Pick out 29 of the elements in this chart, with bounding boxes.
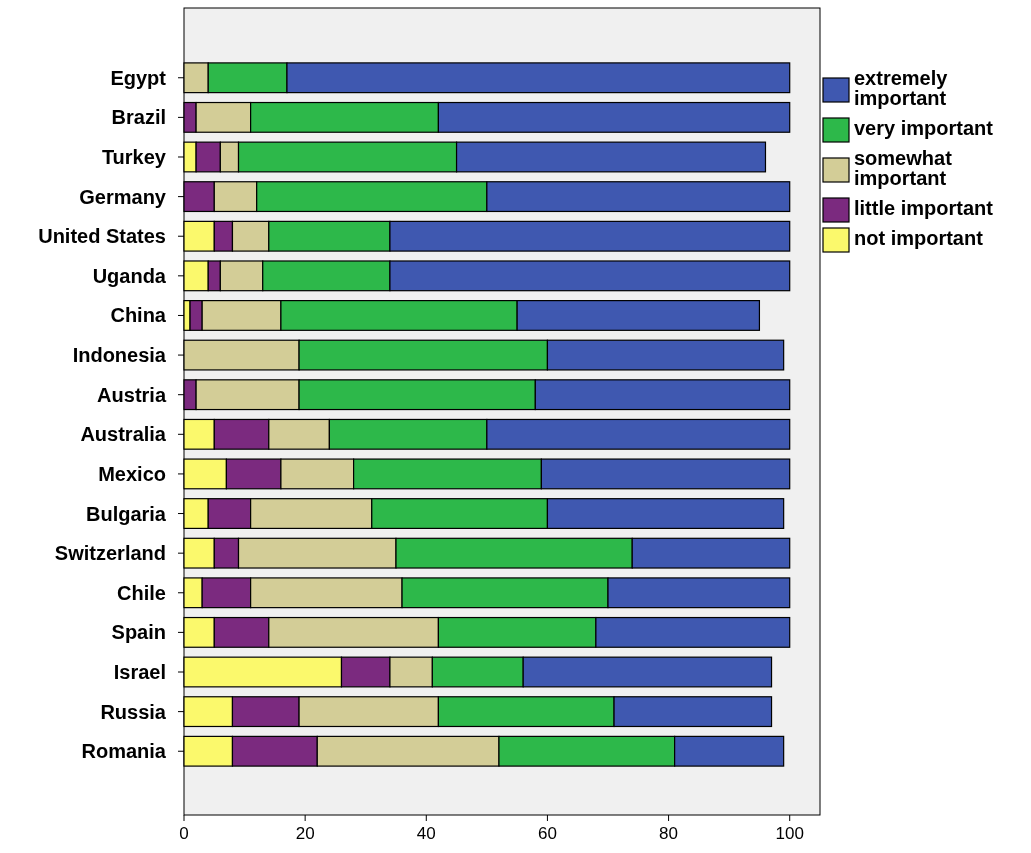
- y-tick-label: Austria: [97, 383, 167, 406]
- legend-label: not important: [854, 227, 984, 249]
- legend-label: little important: [854, 197, 994, 219]
- x-tick-label: 0: [179, 824, 189, 843]
- y-tick-label: Spain: [111, 621, 166, 644]
- y-tick-label: Romania: [81, 740, 167, 763]
- y-tick-label: Indonesia: [72, 344, 167, 367]
- y-tick-label: Switzerland: [54, 542, 166, 565]
- legend-label: very important: [854, 117, 994, 139]
- y-tick-label: China: [110, 304, 167, 327]
- y-tick-label: United States: [38, 225, 166, 248]
- legend-label: extremely important: [854, 67, 949, 109]
- x-tick-label: 60: [537, 824, 557, 843]
- x-tick-label: 40: [416, 824, 436, 843]
- y-tick-label: Russia: [100, 700, 167, 723]
- y-tick-label: Chile: [117, 581, 166, 604]
- x-tick-label: 100: [775, 824, 804, 843]
- legend-label: somewhat important: [854, 147, 953, 189]
- y-tick-label: Mexico: [98, 462, 166, 485]
- y-tick-label: Bulgaria: [85, 502, 167, 525]
- y-tick-label: Germany: [79, 185, 167, 208]
- x-tick-label: 80: [659, 824, 679, 843]
- x-tick-label: 20: [295, 824, 315, 843]
- y-tick-label: Egypt: [110, 66, 167, 89]
- y-tick-label: Australia: [80, 423, 167, 446]
- y-tick-label: Brazil: [111, 106, 166, 129]
- y-tick-label: Turkey: [101, 145, 167, 168]
- y-tick-label: Israel: [113, 661, 166, 684]
- y-tick-label: Uganda: [92, 264, 167, 287]
